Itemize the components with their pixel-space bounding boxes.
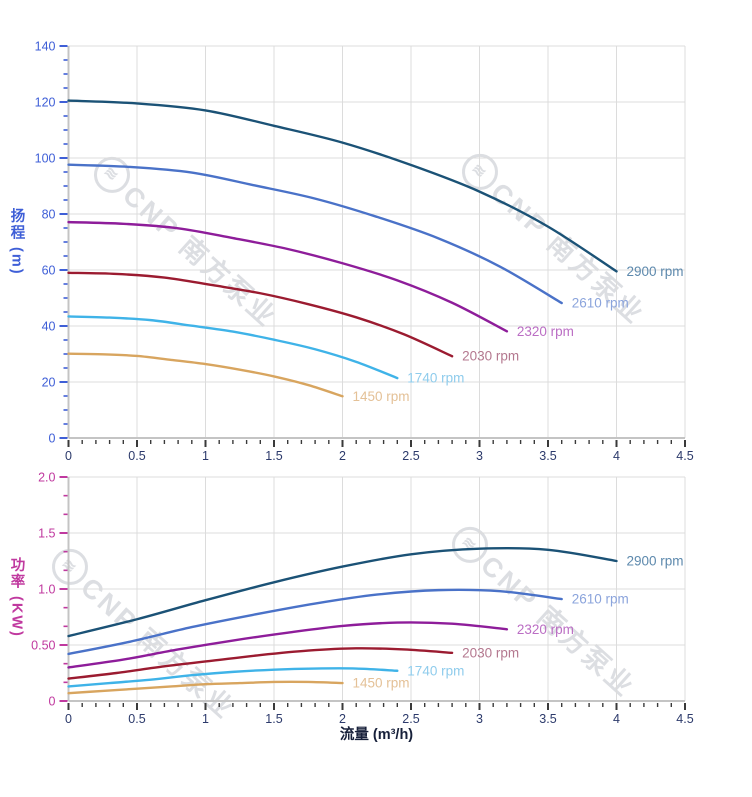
power-chart-curve-label-2900-rpm: 2900 rpm [627, 554, 684, 569]
power-chart-grid [68, 476, 686, 701]
power-chart-curve-1450-rpm [67, 680, 344, 695]
head-chart-y-tick-label: 0 [49, 432, 56, 446]
head-chart-curve-2030-rpm [67, 271, 454, 358]
head-chart-grid [68, 45, 686, 438]
head-chart-curve-label-2320-rpm: 2320 rpm [517, 324, 574, 339]
head-chart-curve-label-2610-rpm: 2610 rpm [572, 296, 629, 311]
power-chart-curve-label-2320-rpm: 2320 rpm [517, 622, 574, 637]
power-chart-x-tick-label: 4 [613, 712, 620, 726]
head-axis-title: 扬程 (m) [8, 208, 25, 276]
power-chart-y-tick-label: 0 [49, 695, 56, 709]
power-chart-curve-1740-rpm [67, 667, 399, 688]
power-chart-x-tick-label: 0 [65, 712, 72, 726]
head-chart-y-tick-label: 80 [42, 208, 56, 222]
head-chart-curve-2320-rpm [67, 220, 509, 333]
power-chart-y-tick-label: 1.5 [38, 527, 55, 541]
power-chart-x-tick-label: 0.5 [128, 712, 145, 726]
power-axis-title: 功率 (KW) [8, 557, 25, 638]
head-chart-curve-1450-rpm [67, 352, 344, 398]
power-chart: 0 0.50 1.0 1.5 2.0 0 0.5 1 1.5 2 2.5 3 3.5 4 4.5 2900 r… [31, 471, 694, 727]
head-chart-curve-label-1740-rpm: 1740 rpm [407, 371, 464, 386]
power-chart-x-tick-label: 2 [339, 712, 346, 726]
head-chart-curve-label-2900-rpm: 2900 rpm [627, 264, 684, 279]
head-chart-x-tick-label: 4 [613, 449, 620, 463]
head-chart-x-tick-label: 3 [476, 449, 483, 463]
power-chart-curve-label-2610-rpm: 2610 rpm [572, 592, 629, 607]
head-chart-curve-1740-rpm [67, 315, 399, 380]
power-chart-x-tick-label: 4.5 [676, 712, 693, 726]
head-chart-y-tick-label: 40 [42, 320, 56, 334]
power-chart-x-tick-label: 1 [202, 712, 209, 726]
head-chart-y-tick-label: 100 [35, 152, 56, 166]
head-chart-curve-label-1450-rpm: 1450 rpm [353, 389, 410, 404]
head-chart-x-tick-label: 0 [65, 449, 72, 463]
head-chart-x-tick-label: 2 [339, 449, 346, 463]
head-chart-x-tick-label: 1.5 [265, 449, 282, 463]
head-chart-curve-2900-rpm [67, 99, 618, 273]
power-chart-y-tick-label: 2.0 [38, 471, 55, 485]
head-chart-x-tick-label: 2.5 [402, 449, 419, 463]
power-chart-curve-2900-rpm [67, 546, 618, 638]
head-chart-x-tick-label: 3.5 [539, 449, 556, 463]
power-chart-curve-label-1450-rpm: 1450 rpm [353, 676, 410, 691]
power-chart-curve-label-1740-rpm: 1740 rpm [407, 663, 464, 678]
flow-axis-title: 流量 (m³/h) [339, 727, 414, 743]
power-chart-x-tick-label: 3.5 [539, 712, 556, 726]
head-chart-curve-2610-rpm [67, 163, 563, 305]
head-chart: 0 20 40 60 80 100 120 140 0 0.5 1 1.5 2 2.5 3 3.5 4 4.5 29… [35, 40, 694, 464]
head-chart-y-tick-label: 120 [35, 96, 56, 110]
head-chart-x-tick-label: 4.5 [676, 449, 693, 463]
power-chart-x-tick-label: 3 [476, 712, 483, 726]
power-chart-y-tick-label: 0.50 [31, 639, 55, 653]
power-chart-x-tick-label: 2.5 [402, 712, 419, 726]
head-chart-y-tick-label: 20 [42, 376, 56, 390]
power-chart-x-tick-label: 1.5 [265, 712, 282, 726]
head-chart-x-tick-label: 0.5 [128, 449, 145, 463]
power-chart-curve-2320-rpm [67, 621, 509, 669]
head-chart-y-tick-label: 60 [42, 264, 56, 278]
power-chart-y-tick-label: 1.0 [38, 583, 55, 597]
head-chart-curve-label-2030-rpm: 2030 rpm [462, 349, 519, 364]
power-chart-curve-2610-rpm [67, 588, 563, 656]
head-chart-x-tick-label: 1 [202, 449, 209, 463]
head-chart-y-tick-label: 140 [35, 40, 56, 54]
power-chart-curve-label-2030-rpm: 2030 rpm [462, 645, 519, 660]
power-chart-curve-2030-rpm [67, 647, 454, 680]
